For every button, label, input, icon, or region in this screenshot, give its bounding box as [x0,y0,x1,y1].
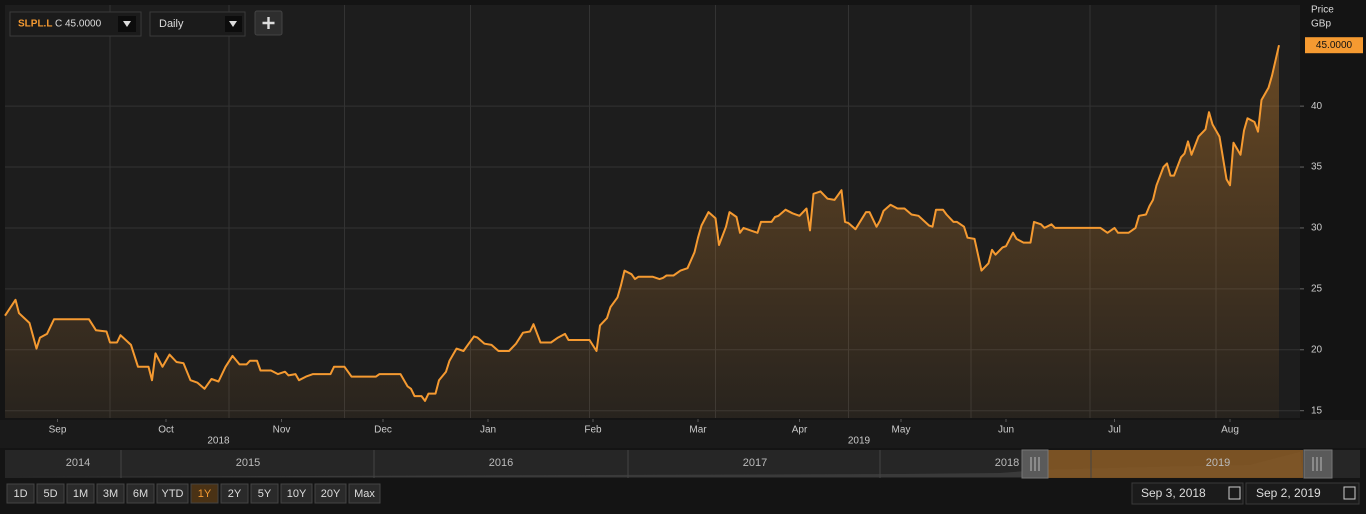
range-button-label: Max [354,488,375,500]
range-button[interactable] [156,483,189,504]
navigator-year: 2016 [489,457,513,469]
price-tag: 45.0000 [1316,40,1353,51]
navigator-year: 2014 [66,457,90,469]
range-button[interactable] [220,483,249,504]
range-buttons: 1D 5D 1M 3M 6M YTD 1Y 2Y 5Y 10Y 20Y Max [6,483,381,504]
y-tick-label: 25 [1311,284,1323,295]
handle-grips [1030,457,1322,471]
range-button[interactable] [250,483,279,504]
price-line [4,44,1280,402]
toolbar: SLPL.L C 45.0000 Daily [9,10,283,37]
axes: Price GBp 15 20 25 30 35 40 Sep Oct Nov Dec Jan Feb… [49,5,1363,447]
range-button[interactable] [126,483,155,504]
dropdown-arrow [123,21,131,27]
x-axis-band [0,420,1366,448]
navigator-year: 2015 [236,457,260,469]
x-tick-label: Apr [792,425,808,436]
price-tag-bg [1305,37,1363,54]
y-tick-label: 40 [1311,101,1323,112]
interval: Daily [159,18,184,30]
x-tick-label: Jan [480,425,496,436]
navigator-selection[interactable] [1048,450,1303,478]
range-button[interactable] [36,483,65,504]
close-label: C 45.0000 [55,19,102,30]
range-button[interactable] [96,483,125,504]
range-button-label: 5D [43,488,57,500]
range-button[interactable] [66,483,95,504]
range-button[interactable] [190,483,219,504]
x-tick-label: Nov [273,425,291,436]
x-tick-label: Mar [689,425,707,436]
year-label: 2018 [207,436,230,447]
date-range: Sep 3, 2018 Sep 2, 2019 [1131,482,1360,505]
range-button-label: 1Y [198,488,212,500]
x-tick-label: Feb [584,425,602,436]
year-label: 2019 [848,436,871,447]
x-tick-label: Aug [1221,425,1239,436]
range-button[interactable] [280,483,313,504]
range-button-label: 1D [13,488,27,500]
x-tick-label: Sep [49,425,67,436]
symbol: SLPL.L [18,19,52,30]
calendar-icon[interactable] [1228,486,1241,500]
range-button[interactable] [314,483,347,504]
range-button-label: 3M [103,488,118,500]
to-date: Sep 2, 2019 [1256,486,1321,500]
range-button-label: YTD [162,488,184,500]
dropdown-arrow [229,21,237,27]
from-date-box[interactable] [1131,482,1244,505]
range-button-label: 1M [73,488,88,500]
y-tick-label: 30 [1311,223,1323,234]
navigator-year: 2019 [1206,457,1230,469]
price-area [5,45,1279,418]
y-axis-unit: GBp [1311,19,1331,30]
to-date-box[interactable] [1245,482,1360,505]
y-tick-label: 15 [1311,405,1323,416]
y-tick-label: 20 [1311,344,1323,355]
navigator-year: 2018 [995,457,1019,469]
y-tick-label: 35 [1311,162,1323,173]
range-button[interactable] [348,483,381,504]
x-tick-label: May [892,425,911,436]
range-button-label: 2Y [228,488,242,500]
range-button[interactable] [6,483,35,504]
x-tick-label: Dec [374,425,392,436]
navigator-handle-right[interactable] [1303,449,1333,479]
range-button-label: 10Y [287,488,307,500]
range-button-label: 6M [133,488,148,500]
y-axis-label: Price [1311,5,1334,16]
x-tick-label: Jul [1108,425,1121,436]
navigator: 2014 2015 2016 2017 2018 2019 [5,449,1360,479]
range-button-label: 5Y [258,488,272,500]
x-tick-label: Oct [158,425,174,436]
calendar-icon[interactable] [1343,486,1356,500]
series [4,44,1280,418]
range-button-label: 20Y [321,488,341,500]
from-date: Sep 3, 2018 [1141,486,1206,500]
x-tick-label: Jun [998,425,1014,436]
plus-icon [262,17,275,29]
navigator-year: 2017 [743,457,767,469]
